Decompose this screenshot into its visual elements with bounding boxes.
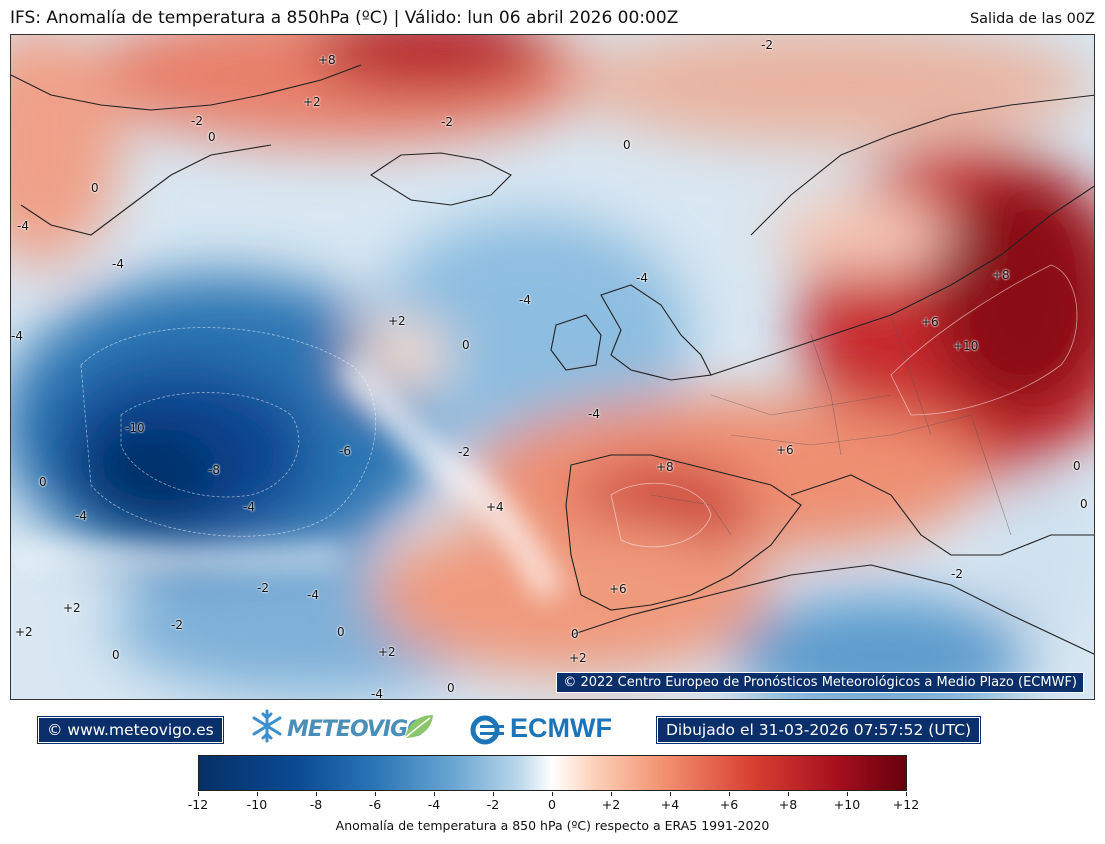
contour-label: +2 — [303, 95, 321, 109]
colorbar — [198, 755, 907, 791]
page-title: IFS: Anomalía de temperatura a 850hPa (º… — [10, 8, 679, 28]
contour-label: -4 — [636, 271, 648, 285]
contour-label: -2 — [171, 618, 183, 632]
contour-label: -4 — [243, 500, 255, 514]
contour-label: -6 — [339, 444, 351, 458]
leaf-icon — [404, 715, 433, 739]
colorbar-tick-label: +4 — [660, 797, 680, 812]
run-label: Salida de las 00Z — [969, 11, 1095, 27]
ecmwf-emblem-icon — [470, 715, 504, 745]
contour-label: +8 — [656, 460, 674, 474]
drawn-timestamp: Dibujado el 31-03-2026 07:57:52 (UTC) — [655, 716, 982, 744]
contour-label: -4 — [11, 329, 23, 343]
contour-label: 0 — [1080, 497, 1088, 511]
website-link[interactable]: © www.meteovigo.es — [37, 716, 224, 744]
colorbar-tick-label: -2 — [486, 797, 500, 812]
colorbar-tick — [257, 792, 258, 796]
contour-label: -4 — [112, 257, 124, 271]
contour-label: +8 — [318, 53, 336, 67]
colorbar-tick — [906, 792, 907, 796]
ecmwf-copyright: © 2022 Centro Europeo de Pronósticos Met… — [556, 672, 1084, 693]
contour-label: +2 — [63, 601, 81, 615]
colorbar-tick-label: -8 — [309, 797, 323, 812]
contour-label: +6 — [776, 443, 794, 457]
contour-label: 0 — [39, 475, 47, 489]
snowflake-icon — [252, 709, 282, 743]
map-field — [11, 35, 1094, 699]
temperature-anomaly-map: +8 +2 -2 -2 -2 0 0 0 -4 -4 -4 +2 0 -4 -4… — [10, 34, 1095, 700]
contour-label: -2 — [191, 114, 203, 128]
colorbar-tick-label: +10 — [833, 797, 861, 812]
contour-label: +2 — [388, 314, 406, 328]
colorbar-tick-label: +8 — [778, 797, 798, 812]
contour-label: -4 — [588, 407, 600, 421]
contour-label: 0 — [112, 648, 120, 662]
contour-label: 0 — [1073, 459, 1081, 473]
colorbar-tick — [670, 792, 671, 796]
contour-label: -4 — [17, 219, 29, 233]
contour-label: 0 — [571, 627, 579, 641]
colorbar-tick-label: -6 — [368, 797, 382, 812]
colorbar-tick — [493, 792, 494, 796]
contour-label: -2 — [761, 38, 773, 52]
colorbar-tick — [552, 792, 553, 796]
colorbar-tick-label: 0 — [548, 797, 556, 812]
contour-label: 0 — [91, 181, 99, 195]
contour-label: +6 — [921, 315, 939, 329]
meteovigo-logo: METEOVIGO — [250, 708, 440, 748]
contour-label: +2 — [378, 645, 396, 659]
contour-label: +10 — [953, 339, 979, 353]
contour-label: +8 — [992, 268, 1010, 282]
colorbar-tick-label: +12 — [892, 797, 920, 812]
contour-label: -4 — [371, 687, 383, 700]
colorbar-tick-label: -12 — [187, 797, 209, 812]
contour-label: -4 — [307, 588, 319, 602]
contour-label: +2 — [569, 651, 587, 665]
contour-label: 0 — [462, 338, 470, 352]
colorbar-tick-label: +6 — [719, 797, 739, 812]
contour-label: +2 — [15, 625, 33, 639]
contour-label: 0 — [623, 138, 631, 152]
colorbar-tick-label: +2 — [601, 797, 621, 812]
contour-label: -10 — [125, 421, 145, 435]
contour-label: +4 — [486, 500, 504, 514]
colorbar-tick — [788, 792, 789, 796]
colorbar-tick-label: -4 — [427, 797, 441, 812]
colorbar-label: Anomalía de temperatura a 850 hPa (ºC) r… — [335, 818, 770, 833]
contour-label: -4 — [519, 293, 531, 307]
colorbar-tick — [729, 792, 730, 796]
contour-label: -2 — [458, 445, 470, 459]
contour-label: -8 — [208, 463, 220, 477]
contour-label: +6 — [609, 582, 627, 596]
colorbar-tick — [611, 792, 612, 796]
ecmwf-wordmark: ECMWF — [510, 713, 612, 743]
meteovigo-wordmark: METEOVIGO — [287, 717, 426, 742]
colorbar-tick — [434, 792, 435, 796]
contour-label: 0 — [208, 130, 216, 144]
contour-label: -2 — [441, 115, 453, 129]
contour-label: 0 — [447, 681, 455, 695]
colorbar-tick — [316, 792, 317, 796]
contour-label: -4 — [75, 509, 87, 523]
colorbar-tick-label: -10 — [246, 797, 268, 812]
contour-label: 0 — [337, 625, 345, 639]
contour-label: -2 — [951, 567, 963, 581]
colorbar-tick — [375, 792, 376, 796]
contour-label: -2 — [257, 581, 269, 595]
colorbar-tick — [198, 792, 199, 796]
ecmwf-logo: ECMWF — [470, 713, 630, 745]
colorbar-tick — [847, 792, 848, 796]
